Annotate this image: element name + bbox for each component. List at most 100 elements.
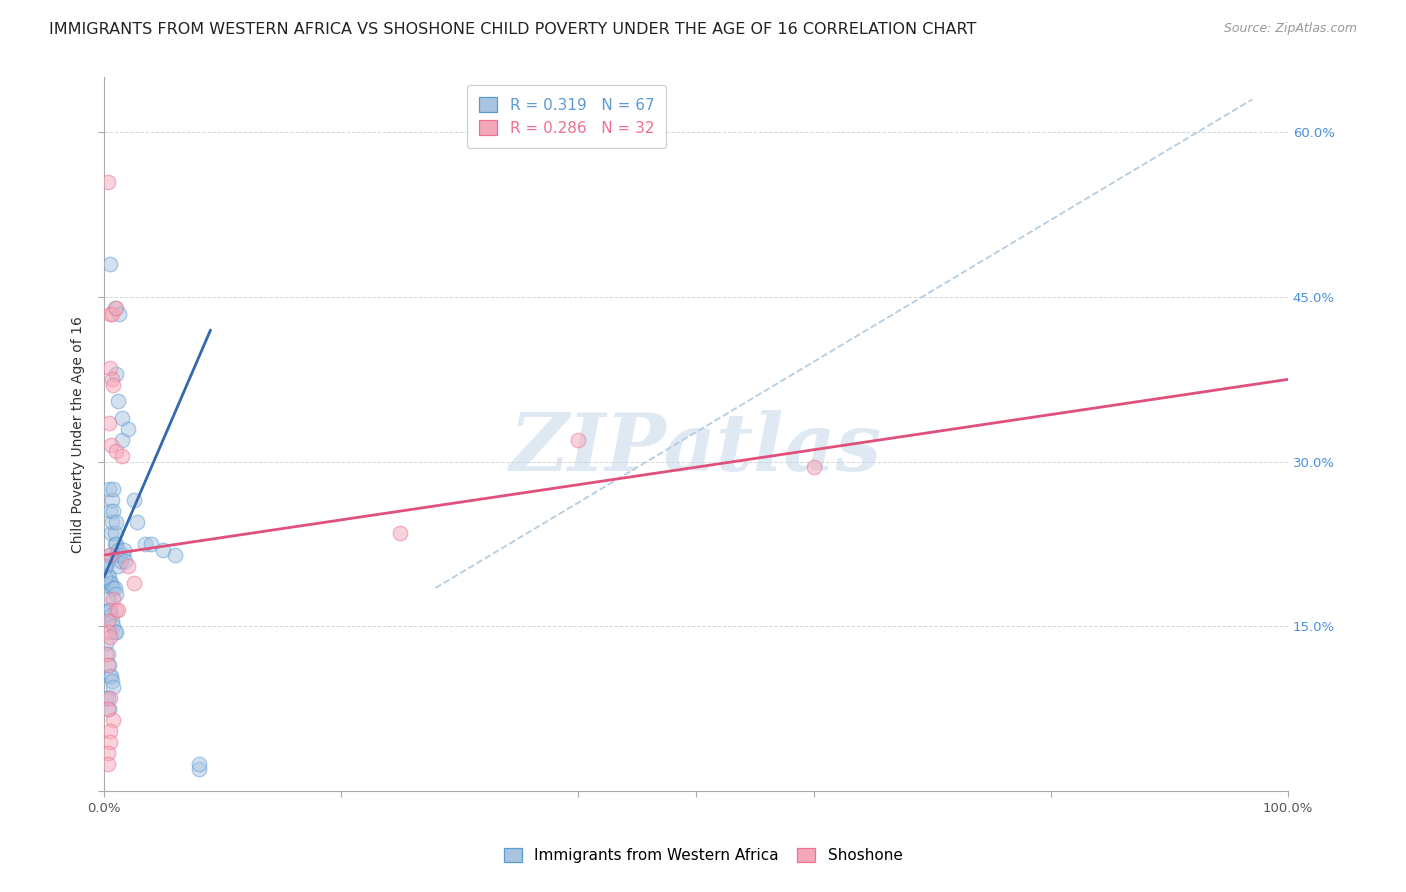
Point	[98, 504, 121, 518]
Point	[105, 548, 128, 562]
Point	[97, 702, 120, 716]
Point	[104, 624, 127, 639]
Point	[803, 460, 825, 475]
Point	[122, 493, 145, 508]
Point	[108, 548, 131, 562]
Point	[103, 680, 125, 694]
Point	[104, 581, 127, 595]
Point	[103, 504, 125, 518]
Point	[111, 449, 134, 463]
Point	[101, 372, 124, 386]
Y-axis label: Child Poverty Under the Age of 16: Child Poverty Under the Age of 16	[72, 316, 86, 553]
Point	[96, 702, 118, 716]
Point	[101, 515, 124, 529]
Point	[96, 746, 118, 760]
Point	[97, 482, 120, 496]
Point	[163, 548, 186, 562]
Point	[141, 537, 163, 551]
Point	[100, 608, 122, 623]
Point	[97, 603, 120, 617]
Point	[111, 548, 134, 562]
Point	[98, 735, 121, 749]
Point	[94, 570, 117, 584]
Point	[100, 526, 122, 541]
Point	[96, 636, 118, 650]
Point	[104, 603, 127, 617]
Point	[104, 367, 127, 381]
Point	[104, 548, 127, 562]
Text: Source: ZipAtlas.com: Source: ZipAtlas.com	[1223, 22, 1357, 36]
Point	[107, 394, 129, 409]
Point	[134, 537, 156, 551]
Point	[111, 410, 134, 425]
Point	[96, 647, 118, 661]
Point	[101, 581, 124, 595]
Legend: Immigrants from Western Africa, Shoshone: Immigrants from Western Africa, Shoshone	[496, 840, 910, 871]
Point	[108, 306, 131, 320]
Point	[94, 559, 117, 574]
Point	[103, 482, 125, 496]
Point	[98, 548, 121, 562]
Point	[96, 690, 118, 705]
Point	[98, 669, 121, 683]
Point	[388, 526, 411, 541]
Text: IMMIGRANTS FROM WESTERN AFRICA VS SHOSHONE CHILD POVERTY UNDER THE AGE OF 16 COR: IMMIGRANTS FROM WESTERN AFRICA VS SHOSHO…	[49, 22, 977, 37]
Point	[96, 175, 118, 189]
Point	[567, 433, 589, 447]
Point	[104, 586, 127, 600]
Point	[104, 443, 127, 458]
Point	[96, 553, 118, 567]
Point	[112, 542, 135, 557]
Point	[96, 614, 118, 628]
Legend: R = 0.319   N = 67, R = 0.286   N = 32: R = 0.319 N = 67, R = 0.286 N = 32	[467, 85, 666, 148]
Point	[104, 515, 127, 529]
Point	[111, 433, 134, 447]
Point	[103, 619, 125, 633]
Point	[101, 614, 124, 628]
Point	[117, 422, 139, 436]
Point	[96, 570, 118, 584]
Point	[187, 762, 209, 776]
Point	[122, 575, 145, 590]
Point	[117, 559, 139, 574]
Point	[96, 657, 118, 672]
Point	[96, 647, 118, 661]
Point	[104, 624, 127, 639]
Point	[100, 575, 122, 590]
Text: ZIPatlas: ZIPatlas	[510, 409, 882, 487]
Point	[98, 257, 121, 271]
Point	[98, 575, 121, 590]
Point	[103, 377, 125, 392]
Point	[98, 723, 121, 738]
Point	[97, 624, 120, 639]
Point	[187, 756, 209, 771]
Point	[104, 301, 127, 315]
Point	[104, 537, 127, 551]
Point	[97, 657, 120, 672]
Point	[97, 417, 120, 431]
Point	[100, 669, 122, 683]
Point	[110, 553, 132, 567]
Point	[104, 537, 127, 551]
Point	[98, 690, 121, 705]
Point	[107, 559, 129, 574]
Point	[103, 581, 125, 595]
Point	[152, 542, 174, 557]
Point	[98, 361, 121, 376]
Point	[104, 526, 127, 541]
Point	[101, 674, 124, 689]
Point	[107, 542, 129, 557]
Point	[114, 553, 136, 567]
Point	[98, 631, 121, 645]
Point	[96, 559, 118, 574]
Point	[104, 301, 127, 315]
Point	[98, 548, 121, 562]
Point	[96, 592, 118, 607]
Point	[127, 515, 149, 529]
Point	[101, 306, 124, 320]
Point	[96, 690, 118, 705]
Point	[103, 592, 125, 607]
Point	[101, 493, 124, 508]
Point	[98, 603, 121, 617]
Point	[100, 438, 122, 452]
